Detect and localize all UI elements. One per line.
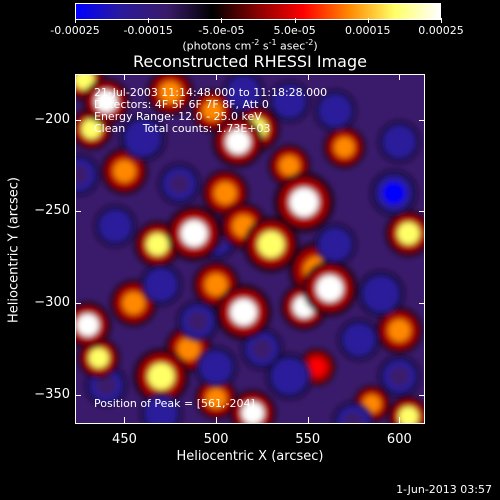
x-tick: [216, 417, 217, 423]
heatmap-blob-core: [382, 182, 405, 205]
heatmap-blob-core: [187, 311, 208, 332]
heatmap-blob-core: [233, 82, 254, 103]
heatmap-blob-core: [76, 314, 99, 337]
y-tick: [75, 120, 81, 121]
colorbar-tick-label: 5.0e-05: [273, 24, 316, 37]
heatmap-blob-core: [343, 412, 364, 424]
heatmap-blob-core: [241, 402, 264, 424]
colorbar-tick: [441, 18, 442, 23]
heatmap-blob-core: [349, 329, 369, 350]
y-tick-label: −200: [34, 111, 70, 127]
heatmap-blob-core: [122, 292, 145, 315]
heatmap-blob-core: [334, 137, 355, 158]
heatmap-blob-core: [325, 100, 346, 121]
colorbar-tick: [368, 18, 369, 23]
heatmap-blob-core: [146, 233, 169, 256]
x-tick: [399, 74, 400, 80]
y-tick: [419, 303, 425, 304]
heatmap-blob-core: [230, 299, 257, 326]
y-tick-label: −250: [34, 203, 70, 219]
heatmap-blob-core: [151, 403, 172, 423]
colorbar-tick: [295, 18, 296, 23]
heatmap-plot: [75, 74, 425, 424]
heatmap-blob-core: [252, 338, 272, 359]
heatmap-blob-core: [279, 155, 300, 176]
heatmap-blob-core: [388, 319, 411, 342]
heatmap-blob-core: [279, 91, 300, 112]
x-tick: [216, 74, 217, 80]
heatmap-blob-core: [206, 388, 226, 409]
heatmap-blob-core: [205, 273, 228, 296]
time-range-label: 21-Jul-2003 11:14:48.000 to 11:18:28.000: [94, 86, 328, 99]
y-tick: [75, 211, 81, 212]
x-tick-label: 600: [386, 432, 412, 447]
colorbar-tick-label: 0.00025: [418, 24, 464, 37]
heatmap-blob-core: [96, 375, 117, 396]
y-tick: [419, 120, 425, 121]
x-tick: [308, 417, 309, 423]
heatmap-blob-core: [95, 90, 118, 113]
heatmap-blob-core: [278, 365, 301, 388]
colorbar-tick-label: -0.00025: [50, 24, 100, 37]
peak-position-label: Position of Peak = [561,-204]: [94, 397, 255, 410]
heatmap-blob-core: [225, 129, 251, 154]
heatmap-blob-core: [105, 216, 126, 236]
y-tick: [419, 211, 425, 212]
heatmap-blob-core: [389, 366, 410, 387]
heatmap-blob-core: [214, 182, 237, 205]
y-axis-title: Heliocentric Y (arcsec): [6, 177, 22, 323]
energy-range-label: Energy Range: 12.0 - 25.0 keV: [94, 110, 262, 123]
colorbar-tick-label: -0.00015: [123, 24, 173, 37]
x-tick: [399, 417, 400, 423]
y-tick: [75, 303, 81, 304]
x-tick: [124, 74, 125, 80]
heatmap-blob-core: [147, 363, 175, 390]
heatmap-blob-core: [81, 119, 102, 139]
colorbar-tick-label: -5.0e-05: [198, 24, 245, 37]
heatmap-blob-core: [75, 164, 89, 185]
heatmap-blob-core: [202, 100, 223, 121]
colorbar-tick: [148, 18, 149, 23]
x-axis-title: Heliocentric X (arcsec): [176, 449, 324, 464]
heatmap-blob-core: [177, 337, 200, 360]
heatmap-blob-core: [397, 222, 420, 245]
heatmap-blob-core: [206, 357, 226, 378]
x-tick-label: 500: [203, 432, 229, 447]
heatmap-blob-core: [151, 274, 172, 295]
heatmap-blob-core: [113, 160, 136, 183]
colorbar-tick-label: 0.00015: [345, 24, 391, 37]
y-tick: [419, 395, 425, 396]
clean-counts-label: Clean Total counts: 1.73E+03: [94, 122, 271, 135]
detectors-label: Detectors: 4F 5F 6F 7F 8F, Att 0: [94, 98, 269, 111]
colorbar-units: (photons cm-2 s-1 asec-2): [182, 38, 318, 53]
colorbar-tick: [75, 18, 76, 23]
colorbar: [75, 3, 441, 20]
heatmap-blob-core: [325, 234, 346, 255]
date-stamp: 1-Jun-2013 03:57: [396, 483, 492, 496]
y-tick: [75, 395, 81, 396]
heatmap-blob-core: [180, 220, 208, 247]
heatmap-blob-core: [169, 174, 190, 194]
x-tick: [308, 74, 309, 80]
heatmap-blob-core: [316, 275, 343, 302]
heatmap-blob-core: [370, 282, 393, 305]
heatmap-blob-core: [131, 127, 154, 150]
heatmap-blob-core: [398, 406, 419, 424]
heatmap-blob-core: [257, 231, 285, 258]
x-tick-label: 550: [295, 432, 321, 447]
heatmap-blob-core: [389, 131, 410, 152]
x-tick: [124, 417, 125, 423]
y-tick-label: −350: [34, 386, 70, 402]
heatmap-blob-core: [75, 74, 95, 90]
y-tick-label: −300: [34, 295, 70, 311]
chart-title: Reconstructed RHESSI Image: [133, 52, 367, 71]
heatmap-blob-core: [308, 358, 326, 376]
heatmap-blob-core: [159, 81, 182, 104]
x-tick-label: 450: [112, 432, 137, 447]
heatmap-blob-core: [88, 348, 109, 368]
colorbar-tick: [221, 18, 222, 23]
heatmap-blob-core: [289, 187, 319, 217]
